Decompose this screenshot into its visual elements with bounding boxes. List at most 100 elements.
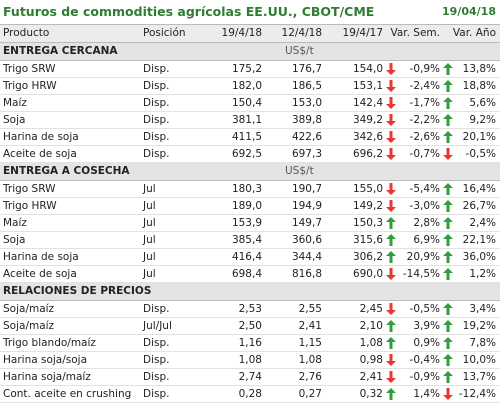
- cell: 389,8: [291, 113, 322, 126]
- arrow-up: [386, 251, 396, 263]
- arrow-shape: [443, 97, 453, 109]
- position: Disp.: [143, 96, 170, 109]
- cell: 2,76: [298, 370, 322, 383]
- arrow-down: [386, 303, 396, 315]
- arrow-up: [443, 131, 453, 143]
- position: Jul: [143, 233, 156, 246]
- product: Soja: [3, 113, 26, 126]
- arrow-down: [386, 371, 396, 383]
- cell: 182,0: [231, 79, 262, 92]
- product: Soja/maíz: [3, 302, 55, 315]
- arrow-up: [386, 217, 396, 229]
- data-row: [0, 266, 500, 283]
- cell: 0,28: [238, 387, 262, 400]
- section-row: [0, 283, 500, 301]
- arrow-shape: [443, 371, 453, 383]
- arrow-shape: [386, 183, 396, 195]
- cell: 816,8: [291, 267, 322, 280]
- cell: 1,08: [359, 336, 383, 349]
- cell: 411,5: [231, 130, 262, 143]
- cell: 342,6: [352, 130, 383, 143]
- arrow-down: [386, 131, 396, 143]
- arrow-shape: [386, 371, 396, 383]
- arrow-down: [386, 148, 396, 160]
- arrow-shape: [386, 251, 396, 263]
- unit: US$/t: [285, 165, 314, 177]
- arrow-down: [386, 200, 396, 212]
- arrow-shape: [386, 97, 396, 109]
- product: Harina soja/soja: [3, 353, 88, 366]
- cell: 2,50: [238, 319, 262, 332]
- product: Aceite de soja: [3, 147, 77, 160]
- unit: US$/t: [285, 45, 314, 57]
- cell: -0,7%: [409, 147, 440, 160]
- arrow-down: [443, 148, 453, 160]
- cell: 0,32: [359, 387, 383, 400]
- data-row: [0, 249, 500, 266]
- data-row: [0, 61, 500, 78]
- position: Disp.: [143, 336, 170, 349]
- cell: 18,8%: [462, 79, 496, 92]
- column-header: 19/4/18: [221, 27, 262, 39]
- position: Jul: [143, 250, 156, 263]
- cell: 1,4%: [413, 387, 440, 400]
- arrow-shape: [386, 131, 396, 143]
- cell: 2,41: [298, 319, 322, 332]
- arrow-shape: [443, 303, 453, 315]
- data-row: [0, 181, 500, 198]
- cell: -2,2%: [409, 113, 440, 126]
- product: Harina de soja: [3, 250, 79, 263]
- cell: 153,1: [352, 79, 383, 92]
- date: 19/04/18: [442, 5, 496, 18]
- data-row: [0, 369, 500, 386]
- data-row: [0, 352, 500, 369]
- product: Harina de soja: [3, 130, 79, 143]
- position: Disp.: [143, 370, 170, 383]
- position: Jul: [143, 216, 156, 229]
- arrow-shape: [443, 63, 453, 75]
- section-title: ENTREGA A COSECHA: [3, 165, 130, 177]
- cell: 360,6: [291, 233, 322, 246]
- product: Trigo HRW: [3, 79, 57, 92]
- cell: 3,4%: [469, 302, 496, 315]
- cell: 20,9%: [406, 250, 440, 263]
- section-row: [0, 43, 500, 61]
- cell: 1,08: [298, 353, 322, 366]
- cell: 142,4: [352, 96, 383, 109]
- cell: 1,08: [238, 353, 262, 366]
- arrow-up: [386, 234, 396, 246]
- arrow-up: [443, 251, 453, 263]
- cell: 692,5: [231, 147, 262, 160]
- data-row: [0, 78, 500, 95]
- arrow-down: [386, 354, 396, 366]
- arrow-up: [443, 183, 453, 195]
- cell: 150,4: [231, 96, 262, 109]
- data-row: [0, 146, 500, 163]
- arrow-shape: [443, 320, 453, 332]
- cell: 306,2: [352, 250, 383, 263]
- arrow-shape: [386, 63, 396, 75]
- column-header: Posición: [143, 27, 186, 39]
- cell: 153,9: [231, 216, 262, 229]
- cell: 194,9: [291, 199, 322, 212]
- cell: 150,3: [352, 216, 383, 229]
- position: Jul/Jul: [143, 319, 172, 332]
- arrow-shape: [443, 183, 453, 195]
- arrow-up: [443, 303, 453, 315]
- arrow-shape: [386, 80, 396, 92]
- arrow-up: [443, 114, 453, 126]
- cell: 0,27: [298, 387, 322, 400]
- data-row: [0, 215, 500, 232]
- cell: -0,9%: [409, 62, 440, 75]
- arrow-up: [443, 97, 453, 109]
- arrow-down: [386, 80, 396, 92]
- arrow-shape: [443, 234, 453, 246]
- product: Harina soja/maíz: [3, 370, 91, 383]
- cell: 190,7: [291, 182, 322, 195]
- position: Disp.: [143, 302, 170, 315]
- cell: -0,5%: [409, 302, 440, 315]
- position: Disp.: [143, 113, 170, 126]
- column-header: 12/4/18: [281, 27, 322, 39]
- data-row: [0, 335, 500, 352]
- cell: 0,98: [359, 353, 383, 366]
